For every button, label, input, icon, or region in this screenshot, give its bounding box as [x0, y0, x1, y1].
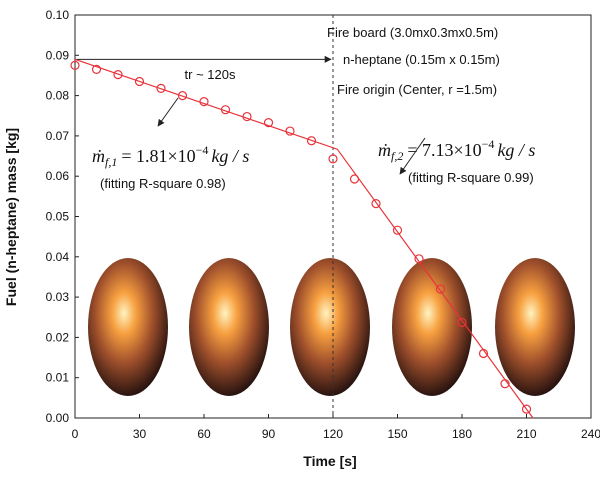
arrow	[158, 98, 178, 126]
chart: Time [s] Fuel (n-heptane) mass [kg] Fire…	[0, 0, 600, 479]
photo	[189, 258, 269, 396]
annotation: Fire board (3.0mx0.3mx0.5m)	[327, 25, 498, 40]
photo	[495, 258, 575, 396]
annotation: (fitting R-square 0.98)	[100, 176, 226, 191]
x-tick-label: 90	[262, 427, 276, 441]
y-tick-label: 0.09	[46, 48, 70, 62]
y-tick-label: 0.05	[46, 210, 70, 224]
annotation: (fitting R-square 0.99)	[408, 170, 534, 185]
x-tick-label: 240	[581, 427, 600, 441]
annotation: Fire origin (Center, r =1.5m)	[337, 82, 497, 97]
x-tick-label: 30	[133, 427, 147, 441]
y-axis-title: Fuel (n-heptane) mass [kg]	[3, 128, 19, 306]
photo	[88, 258, 168, 396]
x-tick-label: 180	[452, 427, 472, 441]
annotation: n-heptane (0.15m x 0.15m)	[343, 52, 500, 67]
y-tick-label: 0.08	[46, 89, 70, 103]
x-tick-label: 150	[387, 427, 407, 441]
x-tick-label: 0	[72, 427, 79, 441]
photo	[290, 258, 370, 396]
y-tick-label: 0.07	[46, 129, 70, 143]
y-tick-label: 0.03	[46, 290, 70, 304]
annotation: tr ~ 120s	[185, 67, 236, 82]
y-tick-label: 0.10	[46, 8, 70, 22]
y-tick-label: 0.01	[46, 371, 70, 385]
y-tick-label: 0.06	[46, 169, 70, 183]
x-tick-label: 120	[323, 427, 343, 441]
y-tick-label: 0.04	[46, 250, 70, 264]
y-tick-label: 0.02	[46, 330, 70, 344]
x-axis-title: Time [s]	[303, 453, 356, 469]
y-tick-label: 0.00	[46, 411, 70, 425]
x-tick-label: 60	[197, 427, 211, 441]
x-tick-label: 210	[516, 427, 536, 441]
